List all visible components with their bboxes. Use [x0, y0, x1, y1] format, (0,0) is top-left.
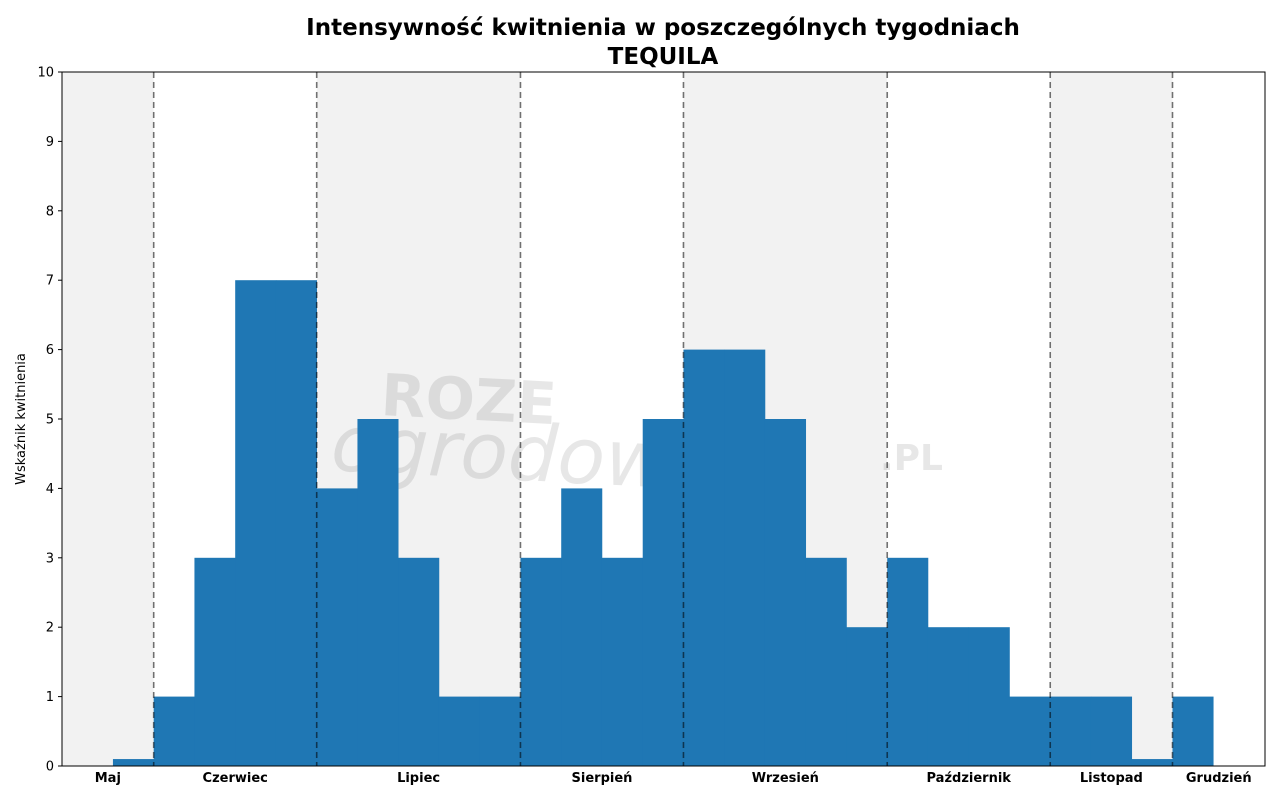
- month-label: Lipiec: [397, 771, 440, 786]
- bar: [1090, 696, 1133, 766]
- y-tick-label: 1: [46, 690, 54, 705]
- bar: [357, 419, 399, 766]
- month-label: Listopad: [1080, 771, 1143, 786]
- bar: [601, 557, 644, 766]
- bar: [398, 557, 440, 766]
- bar: [275, 280, 318, 766]
- bar: [805, 557, 847, 766]
- bar: [927, 627, 970, 766]
- bar: [642, 419, 684, 766]
- svg-text:ROZE: ROZE: [379, 361, 558, 438]
- month-band: [62, 72, 154, 766]
- bar: [1009, 696, 1051, 766]
- bar: [235, 280, 277, 766]
- y-tick-label: 6: [46, 343, 54, 358]
- bar: [887, 557, 929, 766]
- y-axis-label: Wskaźnik kwitnienia: [14, 353, 29, 485]
- y-tick-label: 7: [46, 274, 54, 289]
- bar: [1050, 696, 1092, 766]
- bar: [1172, 696, 1214, 766]
- y-tick-label: 4: [46, 482, 54, 497]
- bar: [520, 557, 562, 766]
- bar: [194, 557, 236, 766]
- bar: [1131, 759, 1173, 766]
- bar: [724, 349, 766, 766]
- y-tick-label: 0: [46, 760, 54, 775]
- month-band: [1050, 72, 1173, 766]
- month-label: Październik: [927, 771, 1012, 786]
- y-tick-label: 2: [46, 621, 54, 636]
- month-band: [1172, 72, 1265, 766]
- y-tick-label: 8: [46, 204, 54, 219]
- y-tick-label: 5: [46, 413, 54, 428]
- bar: [112, 759, 154, 766]
- bar: [968, 627, 1010, 766]
- bar: [479, 696, 521, 766]
- bar: [764, 419, 807, 766]
- y-tick-label: 10: [37, 66, 54, 81]
- month-label: Czerwiec: [203, 771, 268, 786]
- bar: [316, 488, 358, 766]
- bar: [683, 349, 725, 766]
- month-label: Sierpień: [572, 771, 633, 786]
- chart-title: Intensywność kwitnienia w poszczególnych…: [306, 15, 1020, 41]
- month-label: Grudzień: [1186, 771, 1252, 786]
- svg-text:.PL: .PL: [880, 438, 943, 479]
- month-label: Wrzesień: [752, 771, 819, 786]
- y-tick-label: 3: [46, 551, 54, 566]
- bar: [153, 696, 195, 766]
- bar: [438, 696, 481, 766]
- bar: [561, 488, 603, 766]
- month-label: Maj: [95, 771, 121, 786]
- bar: [846, 627, 888, 766]
- chart-subtitle: TEQUILA: [608, 44, 719, 70]
- y-tick-label: 9: [46, 135, 54, 150]
